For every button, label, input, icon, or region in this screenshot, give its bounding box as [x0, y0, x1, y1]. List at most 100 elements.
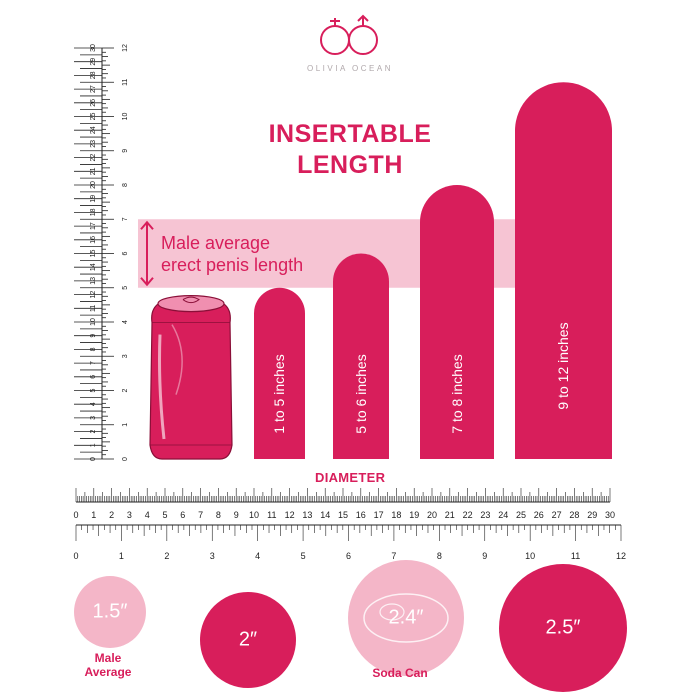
hruler-inch-tick-label: 12: [616, 551, 626, 561]
hruler-cm-tick-label: 11: [267, 510, 276, 520]
vruler-cm-tick-label: 11: [90, 305, 97, 312]
hruler-inch-tick-label: 1: [119, 551, 124, 561]
hruler-cm-tick-label: 7: [198, 510, 203, 520]
diameter-circle: [200, 592, 296, 688]
vruler-cm-tick-label: 12: [90, 291, 97, 299]
average-band-label-line-1: Male average: [161, 233, 271, 253]
hruler-cm-tick-label: 14: [320, 510, 330, 520]
soda-can-illustration: [149, 295, 233, 460]
vruler-cm-tick-label: 22: [90, 154, 97, 162]
vruler-cm-tick-label: 25: [90, 113, 97, 121]
vruler-inch-tick-label: 6: [122, 251, 129, 255]
band-arrow-down-icon: [140, 277, 154, 287]
band-arrow-up-icon: [140, 220, 154, 230]
length-bar: [333, 253, 389, 459]
hruler-cm-tick-label: 26: [534, 510, 544, 520]
hruler-cm-tick-label: 23: [480, 510, 490, 520]
vruler-cm-tick-label: 2: [90, 430, 97, 434]
diameter-circles: [74, 560, 627, 692]
vruler-cm-tick-label: 6: [90, 375, 97, 379]
diameter-title: DIAMETER: [315, 470, 386, 485]
vruler-cm-tick-label: 5: [90, 388, 97, 392]
title-line-1: INSERTABLE: [268, 120, 432, 148]
vruler-cm-tick-label: 9: [90, 334, 97, 338]
diameter-circle: [348, 560, 464, 676]
hruler-cm-tick-label: 9: [234, 510, 239, 520]
hruler-cm-tick-label: 27: [552, 510, 562, 520]
length-bar: [254, 287, 305, 459]
hruler-inch-tick-label: 0: [73, 551, 78, 561]
hruler-cm-tick-label: 3: [127, 510, 132, 520]
hruler-cm-tick-label: 0: [73, 510, 78, 520]
circle-label-4: 2.5″: [545, 616, 581, 639]
soda-can-tab: [182, 296, 200, 304]
diameter-circle: [499, 564, 627, 692]
hruler-cm-tick-label: 10: [249, 510, 259, 520]
bar-label-2: 5 to 6 inches: [353, 354, 369, 434]
can-tab-top-icon: [379, 603, 405, 621]
vruler-inch-tick-label: 12: [122, 44, 129, 52]
brand-logo-icon: [320, 14, 378, 55]
hruler-cm-tick-label: 4: [145, 510, 150, 520]
hruler-cm-tick-label: 8: [216, 510, 221, 520]
vruler-cm-tick-label: 14: [90, 263, 97, 271]
hruler-cm-tick-label: 20: [427, 510, 437, 520]
vruler-cm-tick-label: 3: [90, 416, 97, 420]
length-bars: [254, 82, 612, 459]
hruler-inch-tick-label: 11: [571, 551, 580, 561]
vruler-inch-tick-label: 3: [122, 354, 129, 358]
vruler-inch-tick-label: 4: [122, 320, 129, 324]
vruler-inch-tick-label: 11: [122, 79, 129, 86]
hruler-cm-tick-label: 22: [463, 510, 473, 520]
hruler-cm-tick-label: 28: [569, 510, 579, 520]
brand-name: OLIVIA OCEAN: [306, 64, 394, 73]
hruler-inch-tick-label: 9: [482, 551, 487, 561]
hruler-cm-tick-label: 15: [338, 510, 348, 520]
vruler-cm-tick-label: 0: [90, 457, 97, 461]
hruler-inch-tick-label: 10: [525, 551, 535, 561]
hruler-cm-tick-label: 13: [302, 510, 312, 520]
average-band-label-line-2: erect penis length: [161, 255, 304, 275]
bar-label-1: 1 to 5 inches: [271, 354, 287, 434]
hruler-inch-tick-label: 2: [164, 551, 169, 561]
circle-caption-3: Soda Can: [372, 666, 428, 680]
diameter-cm-ruler: 0 1 2 3 4 5 6 7 8 9 10 11 12 13 14 15 16 17 18 19 20 21 22 23 24…: [73, 488, 615, 520]
circle-label-2: 2″: [238, 628, 258, 651]
diameter-circle: [74, 576, 146, 648]
circle-caption-1-line-2: Average: [84, 665, 132, 679]
vruler-inch-tick-label: 10: [122, 113, 129, 121]
vruler-cm-tick-label: 18: [90, 208, 97, 216]
vertical-ruler: 0123456789101112131415161718192021222324…: [74, 44, 129, 461]
vruler-cm-tick-label: 28: [90, 71, 97, 79]
hruler-cm-tick-label: 5: [162, 510, 167, 520]
hruler-inch-tick-label: 7: [391, 551, 396, 561]
hruler-cm-tick-label: 19: [409, 510, 419, 520]
vruler-cm-tick-label: 7: [90, 361, 97, 365]
hruler-inch-tick-label: 3: [210, 551, 215, 561]
circle-label-1: 1.5″: [92, 600, 128, 623]
vruler-cm-tick-label: 20: [90, 181, 97, 189]
hruler-cm-tick-label: 25: [516, 510, 526, 520]
hruler-cm-tick-label: 16: [356, 510, 366, 520]
vruler-cm-tick-label: 24: [90, 126, 97, 134]
soda-can-lid: [157, 295, 225, 313]
hruler-cm-tick-label: 12: [285, 510, 295, 520]
vruler-inch-tick-label: 0: [122, 457, 129, 461]
can-top-view-icon: [363, 593, 449, 643]
vruler-inch-tick-label: 5: [122, 286, 129, 290]
vruler-cm-tick-label: 1: [90, 443, 97, 447]
vruler-inch-tick-label: 8: [122, 183, 129, 187]
hruler-cm-tick-label: 1: [91, 510, 96, 520]
vruler-inch-tick-label: 7: [122, 217, 129, 221]
vruler-cm-tick-label: 21: [90, 167, 97, 175]
vruler-cm-tick-label: 10: [90, 318, 97, 326]
vruler-cm-tick-label: 15: [90, 250, 97, 258]
hruler-cm-tick-label: 24: [498, 510, 508, 520]
hruler-cm-tick-label: 18: [391, 510, 401, 520]
vruler-cm-tick-label: 27: [90, 85, 97, 93]
hruler-cm-tick-label: 29: [587, 510, 597, 520]
vruler-cm-tick-label: 19: [90, 195, 97, 203]
bar-label-3: 7 to 8 inches: [449, 354, 465, 434]
vruler-cm-tick-label: 30: [90, 44, 97, 52]
vruler-cm-tick-label: 17: [90, 222, 97, 230]
